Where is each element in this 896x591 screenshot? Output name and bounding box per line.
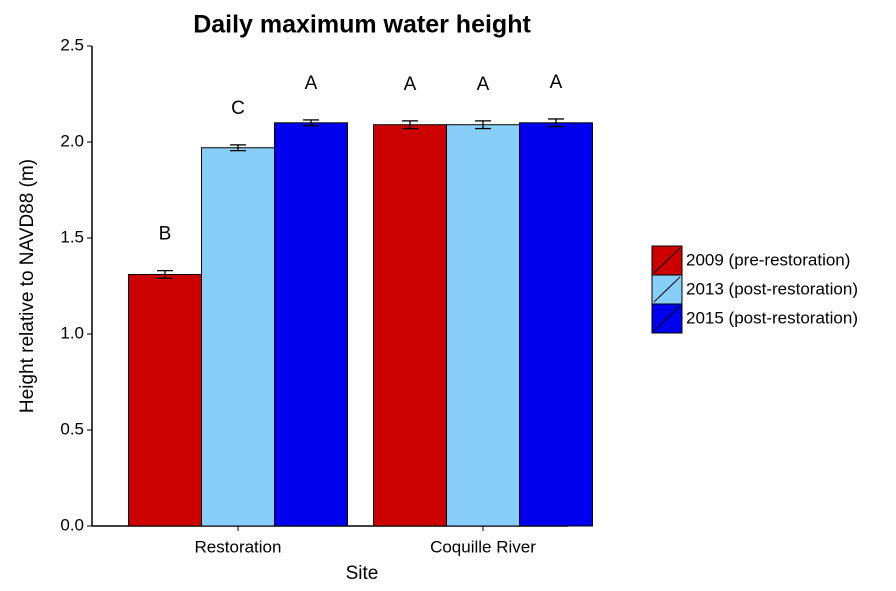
bar: [446, 124, 520, 527]
y-tick-label: 1.5: [60, 227, 84, 246]
bar: [128, 273, 202, 527]
error-bar: [303, 119, 319, 127]
x-tick-label: Coquille River: [430, 537, 536, 556]
error-bar: [548, 118, 564, 128]
x-tick-label: Restoration: [195, 537, 282, 556]
significance-letter: C: [231, 98, 245, 119]
significance-letter: A: [404, 74, 417, 95]
bar: [274, 122, 348, 527]
legend-label: 2009 (pre-restoration): [686, 250, 850, 269]
legend-swatch-slash: [653, 247, 681, 274]
y-axis-label: Height relative to NAVD88 (m): [17, 159, 38, 413]
error-bar: [402, 120, 418, 130]
significance-letter: A: [305, 73, 318, 94]
x-axis-label: Site: [346, 563, 379, 584]
y-tick-label: 0.5: [60, 419, 84, 438]
significance-letter: B: [159, 224, 172, 245]
bar: [519, 122, 593, 527]
error-bar: [475, 120, 491, 130]
legend-label: 2015 (post-restoration): [686, 308, 858, 327]
significance-letter: A: [550, 72, 563, 93]
bar: [373, 124, 447, 527]
significance-letter: A: [477, 74, 490, 95]
error-bar: [157, 269, 173, 279]
y-tick-label: 2.5: [60, 35, 84, 54]
chart-title: Daily maximum water height: [193, 11, 531, 39]
legend-label: 2013 (post-restoration): [686, 279, 858, 298]
error-bar: [230, 144, 246, 152]
y-tick-label: 1.0: [60, 323, 84, 342]
legend-swatch-slash: [653, 276, 681, 303]
y-tick-label: 0.0: [60, 515, 84, 534]
bar: [201, 147, 275, 527]
legend-swatch-slash: [653, 305, 681, 332]
y-tick-label: 2.0: [60, 131, 84, 150]
